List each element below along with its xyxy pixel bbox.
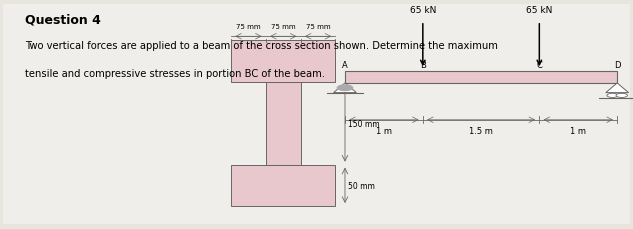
Polygon shape bbox=[231, 41, 335, 82]
Text: 1.5 m: 1.5 m bbox=[469, 126, 493, 135]
Text: 75 mm: 75 mm bbox=[306, 24, 330, 30]
Polygon shape bbox=[345, 72, 617, 84]
Text: A: A bbox=[342, 61, 348, 70]
Text: 1 m: 1 m bbox=[376, 126, 392, 135]
Text: 75 mm: 75 mm bbox=[271, 24, 296, 30]
Text: tensile and compressive stresses in portion BC of the beam.: tensile and compressive stresses in port… bbox=[25, 69, 325, 79]
Text: C: C bbox=[536, 61, 542, 70]
Text: 65 kN: 65 kN bbox=[526, 6, 553, 15]
Polygon shape bbox=[231, 165, 335, 206]
Polygon shape bbox=[334, 84, 356, 93]
Text: 65 kN: 65 kN bbox=[410, 6, 436, 15]
Polygon shape bbox=[606, 84, 629, 93]
Text: B: B bbox=[420, 61, 426, 70]
Circle shape bbox=[616, 94, 627, 98]
Text: 150 mm: 150 mm bbox=[348, 119, 380, 128]
Text: 1 m: 1 m bbox=[570, 126, 586, 135]
Text: Two vertical forces are applied to a beam of the cross section shown. Determine : Two vertical forces are applied to a bea… bbox=[25, 41, 498, 51]
FancyBboxPatch shape bbox=[3, 5, 630, 224]
Text: D: D bbox=[614, 61, 620, 70]
Text: 75 mm: 75 mm bbox=[236, 24, 261, 30]
Text: 50 mm: 50 mm bbox=[348, 181, 375, 190]
Text: Question 4: Question 4 bbox=[25, 14, 101, 27]
Circle shape bbox=[607, 94, 618, 98]
Circle shape bbox=[337, 86, 353, 91]
Polygon shape bbox=[266, 82, 301, 165]
